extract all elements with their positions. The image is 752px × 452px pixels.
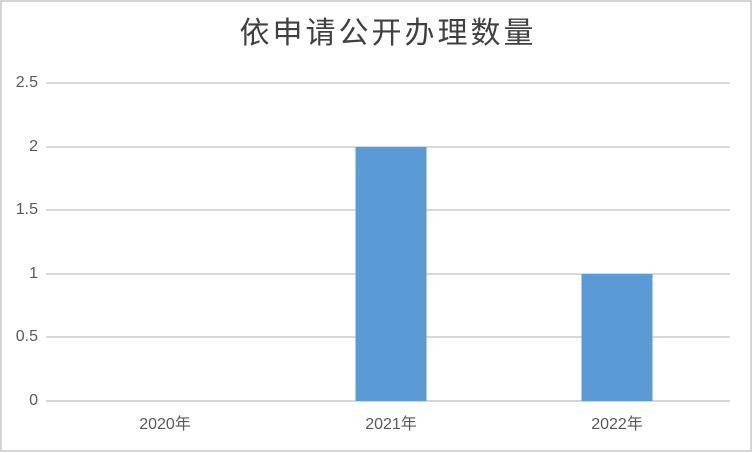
chart-title: 依申请公开办理数量 (239, 17, 537, 50)
bar-2022年[interactable] (581, 274, 653, 401)
x-tick-label: 2022年 (591, 416, 643, 433)
gridline-2 (46, 145, 730, 148)
gridline-2.5 (46, 82, 730, 84)
bar-cell-2020年 (52, 83, 278, 401)
y-tick-label: 0 (29, 392, 38, 409)
y-tick-label: 0.5 (15, 328, 38, 346)
x-tick-label: 2020年 (139, 416, 191, 433)
x-axis-line (46, 400, 730, 402)
y-tick-label: 1 (29, 264, 38, 282)
bar-cell-2021年 (278, 83, 504, 401)
y-tick-label: 1.5 (15, 201, 38, 219)
y-tick-label: 2 (29, 137, 38, 155)
x-tick-label: 2021年 (365, 416, 417, 433)
y-tick-label: 2.5 (15, 74, 38, 91)
bar-cell-2022年 (504, 83, 730, 401)
y-axis: 2.5 2 1.5 1 0.5 0 (2, 2, 38, 450)
x-axis: 2020年 2021年 2022年 (52, 410, 730, 440)
bars-row (52, 83, 730, 401)
bar-2021年[interactable] (355, 147, 427, 401)
